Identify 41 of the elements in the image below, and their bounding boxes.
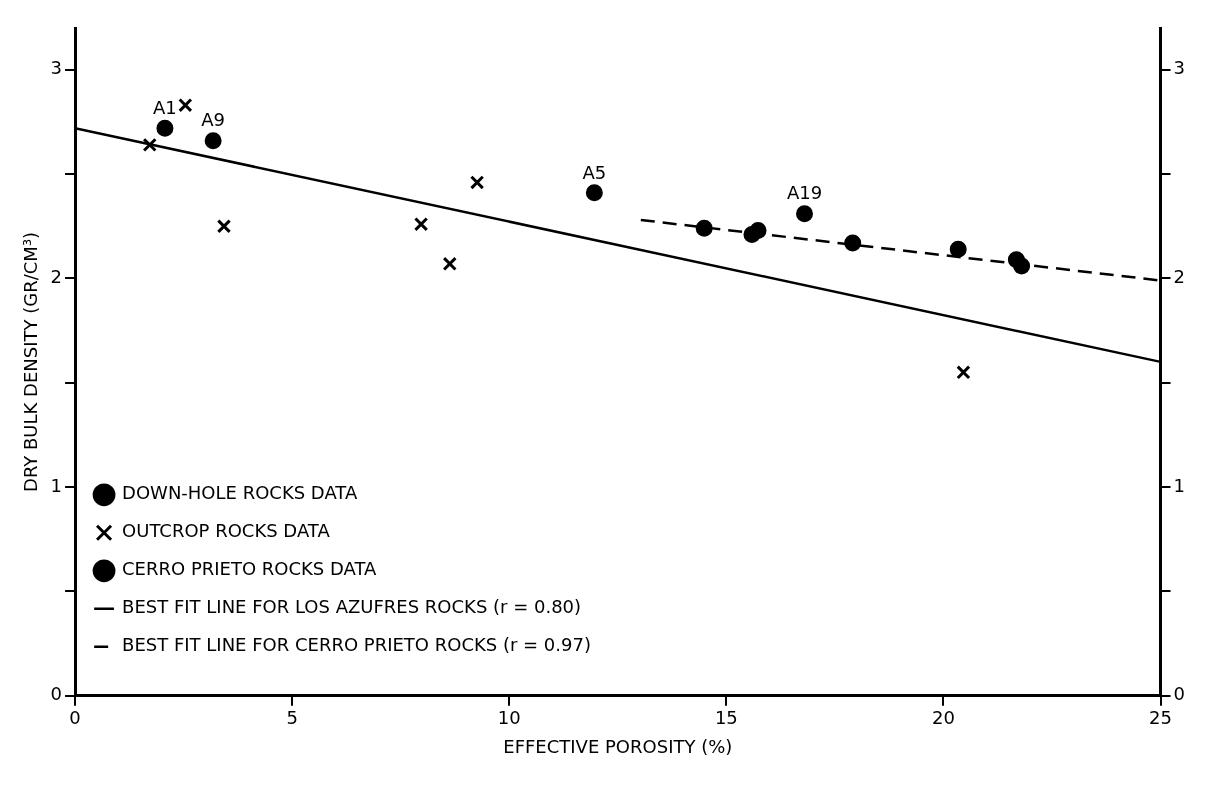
point: [844, 234, 862, 252]
x-tick-label: 15: [714, 707, 738, 729]
point: [796, 205, 814, 223]
legend-label: CERRO PRIETO ROCKS DATA: [122, 558, 378, 580]
y-tick-label: 0: [50, 683, 63, 705]
point: [156, 119, 174, 137]
y-axis-title: DRY BULK DENSITY (GR/CM³): [20, 231, 42, 492]
point: [1013, 257, 1031, 275]
annotation: A5: [582, 161, 607, 183]
y-tick-label: 2: [50, 266, 63, 288]
x-axis-title: EFFECTIVE POROSITY (%): [503, 735, 733, 757]
legend-label: OUTCROP ROCKS DATA: [122, 520, 331, 542]
point: [216, 219, 232, 234]
point: [178, 98, 193, 113]
y2-tick-label: 3: [1173, 57, 1185, 79]
y-tick-label: 1: [50, 474, 63, 496]
x-tick-label: 25: [1149, 707, 1172, 729]
point: [442, 256, 457, 271]
x-tick-label: 5: [286, 707, 298, 729]
legend-label: BEST FIT LINE FOR CERRO PRIETO ROCKS (r = 0.97): [122, 634, 591, 656]
point: [695, 219, 713, 237]
annotation: A19: [786, 182, 823, 204]
point: [204, 132, 222, 150]
point: [142, 137, 157, 153]
annotation: A1: [153, 96, 177, 118]
point: [949, 240, 967, 258]
point: [413, 217, 429, 232]
x-tick-label: 20: [932, 707, 955, 729]
y2-tick-label: 0: [1173, 683, 1185, 705]
point: [749, 221, 767, 239]
y2-tick-label: 1: [1173, 474, 1185, 496]
legend-label: BEST FIT LINE FOR LOS AZUFRES ROCKS (r = 0.80): [122, 596, 582, 618]
annotation: A9: [201, 109, 226, 131]
point: [469, 175, 485, 190]
legend-label: DOWN-HOLE ROCKS DATA: [122, 482, 358, 504]
x-tick-label: 0: [69, 707, 81, 729]
point: [585, 184, 603, 202]
y-tick-label: 3: [50, 57, 63, 79]
point: [956, 365, 971, 380]
x-tick-label: 10: [497, 707, 521, 729]
y2-tick-label: 2: [1173, 266, 1185, 288]
